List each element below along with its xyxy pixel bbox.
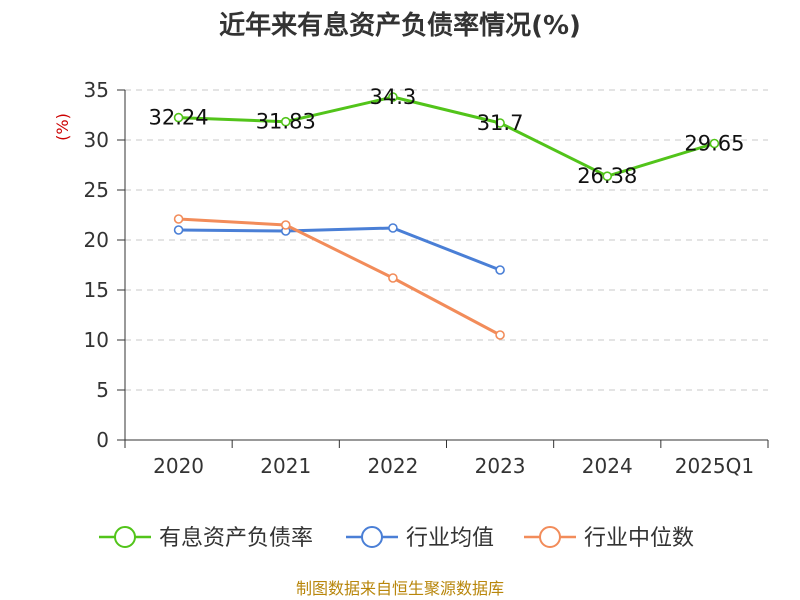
series-group [173,92,720,340]
source-note: 制图数据来自恒生聚源数据库 [296,579,504,598]
data-label: 32.24 [149,106,209,130]
legend-label: 有息资产负债率 [159,526,313,551]
data-label: 26.38 [577,164,637,188]
x-tick-label: 2022 [367,454,418,478]
data-point [280,220,291,230]
data-point [602,171,613,181]
series-line [178,95,715,178]
legend-marker [114,526,136,548]
y-axis-label: (%) [53,113,72,141]
series-line [178,226,501,272]
data-point [388,92,398,102]
axes: 0 5 10 15 20 25 30 35 2020 2021 2022 2023 2024 2025Q1 [84,78,769,478]
y-tick-label: 35 [84,78,109,102]
data-point [495,118,505,128]
data-point [495,265,505,275]
y-tick-label: 10 [84,328,109,352]
y-tick-label: 15 [84,278,109,302]
data-point [709,138,720,149]
data-point [495,330,505,340]
chart-title: 近年来有息资产负债率情况(%) [219,10,581,41]
x-tick-label: 2024 [582,454,633,478]
y-tick-label: 0 [96,428,109,452]
data-label: 29.65 [684,132,744,156]
x-tick-label: 2025Q1 [675,454,754,478]
x-tick-label: 2020 [153,454,204,478]
data-point [173,214,184,224]
data-label: 31.7 [477,111,524,135]
legend-marker [539,526,561,548]
y-tick-label: 30 [84,128,109,152]
data-point [388,273,398,283]
y-tick-label: 5 [96,378,109,402]
legend: 有息资产负债率 行业均值 行业中位数 [99,526,694,551]
data-labels: 32.24 31.83 34.3 31.7 26.38 29.65 [149,85,745,188]
data-label: 34.3 [370,85,417,109]
y-tick-label: 25 [84,178,109,202]
legend-label: 行业中位数 [584,526,694,551]
x-tick-label: 2023 [475,454,526,478]
x-tick-label: 2021 [260,454,311,478]
data-point [173,112,184,123]
series-line [178,217,501,337]
grid [125,89,768,391]
legend-label: 行业均值 [406,526,494,551]
y-tick-label: 20 [84,228,109,252]
data-point [173,225,184,235]
data-point [388,223,398,233]
data-point [280,116,291,127]
data-label: 31.83 [256,110,316,134]
legend-marker [361,526,383,548]
